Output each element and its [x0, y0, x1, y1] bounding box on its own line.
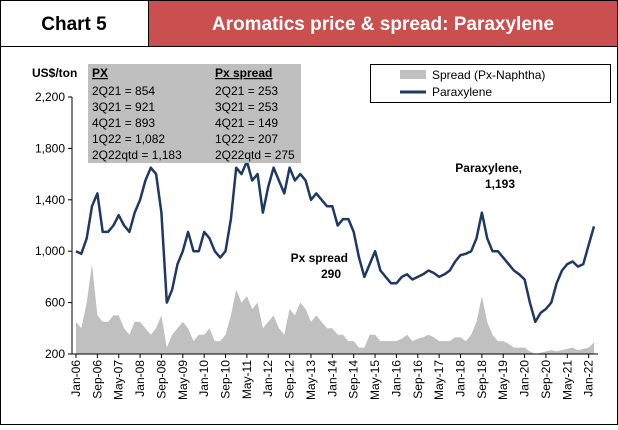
line: [75, 160, 596, 324]
x-tick-label: May-09: [176, 360, 190, 400]
y-tick-label: 2,200: [35, 90, 65, 104]
annotation: 1,193: [485, 177, 515, 191]
y-tick-label: 1,000: [35, 244, 65, 258]
chart-title: Aromatics price & spread: Paraxylene: [212, 14, 554, 35]
y-tick-label: 1,800: [35, 141, 65, 155]
x-tick-label: May-13: [304, 360, 318, 400]
annotation: 290: [321, 267, 341, 281]
table-cell: 2Q21 = 854: [92, 84, 155, 98]
x-tick-label: Jan-10: [197, 360, 211, 397]
legend-label: Paraxylene: [432, 85, 492, 99]
x-tick-label: Sep-12: [283, 360, 297, 399]
table-header: Px spread: [215, 66, 272, 80]
table-cell: 4Q21 = 893: [92, 116, 155, 130]
plot: 200 600 1,000 1,400 1,800 2,200 Jan-06 Sep-06 Ma…: [35, 90, 598, 400]
title-box: [148, 0, 618, 47]
x-tick-label: Jan-08: [133, 360, 147, 397]
legend-label: Spread (Px-Naphtha): [432, 68, 545, 82]
x-tick-label: Sep-08: [154, 360, 168, 399]
x-tick-label: Jan-14: [325, 360, 339, 397]
table-cell: 3Q21 = 921: [92, 100, 155, 114]
x-tick-label: Jan-16: [389, 360, 403, 397]
x-tick-label: Jan-12: [261, 360, 275, 397]
x-tick-label: Sep-10: [219, 360, 233, 399]
x-tick-label: Jan-20: [518, 360, 532, 397]
x-tick-label: May-15: [368, 360, 382, 400]
table-cell: 3Q21 = 253: [215, 100, 278, 114]
x-tick-label: May-07: [112, 360, 126, 400]
x-tick-label: Sep-06: [90, 360, 104, 399]
x-tick-label: May-11: [240, 360, 254, 399]
x-tick-label: Sep-20: [539, 360, 553, 399]
x-tick-label: May-17: [432, 360, 446, 400]
x-tick-label: Sep-16: [411, 360, 425, 399]
legend-swatch: [400, 70, 426, 79]
table-box: [88, 64, 301, 163]
y-tick-label: 600: [45, 296, 65, 310]
table-cell: 1Q22 = 207: [215, 132, 278, 146]
x-tick-label: Sep-14: [347, 360, 361, 399]
label-box: [0, 0, 149, 47]
data-table: PX Px spread 2Q21 = 854 3Q21 = 921 4Q21 = …: [88, 64, 301, 163]
table-cell: 4Q21 = 149: [215, 116, 278, 130]
y-tick-label: 200: [45, 347, 65, 361]
table-cell: 1Q22 = 1,082: [92, 132, 165, 146]
y-tick-label: 1,400: [35, 193, 65, 207]
legend: Spread (Px-Naphtha) Paraxylene: [370, 64, 611, 103]
table-cell: 2Q21 = 253: [215, 84, 278, 98]
area: [76, 264, 594, 354]
x-tick-label: May-21: [560, 360, 574, 400]
annotation: Paraxylene,: [455, 161, 522, 175]
table-header: PX: [92, 66, 108, 80]
table-cell: 2Q22qtd = 275: [215, 148, 295, 162]
x-tick-label: Jan-22: [582, 360, 596, 397]
x-tick-label: Jan-18: [453, 360, 467, 397]
x-tick-label: May-19: [496, 360, 510, 400]
table-cell: 2Q22qtd = 1,183: [92, 148, 182, 162]
annotation: Px spread: [291, 251, 348, 265]
chart-label: Chart 5: [41, 14, 107, 35]
x-tick-label: Sep-18: [475, 360, 489, 399]
y-axis-label: US$/ton: [32, 66, 77, 80]
x-tick-label: Jan-06: [69, 360, 83, 397]
